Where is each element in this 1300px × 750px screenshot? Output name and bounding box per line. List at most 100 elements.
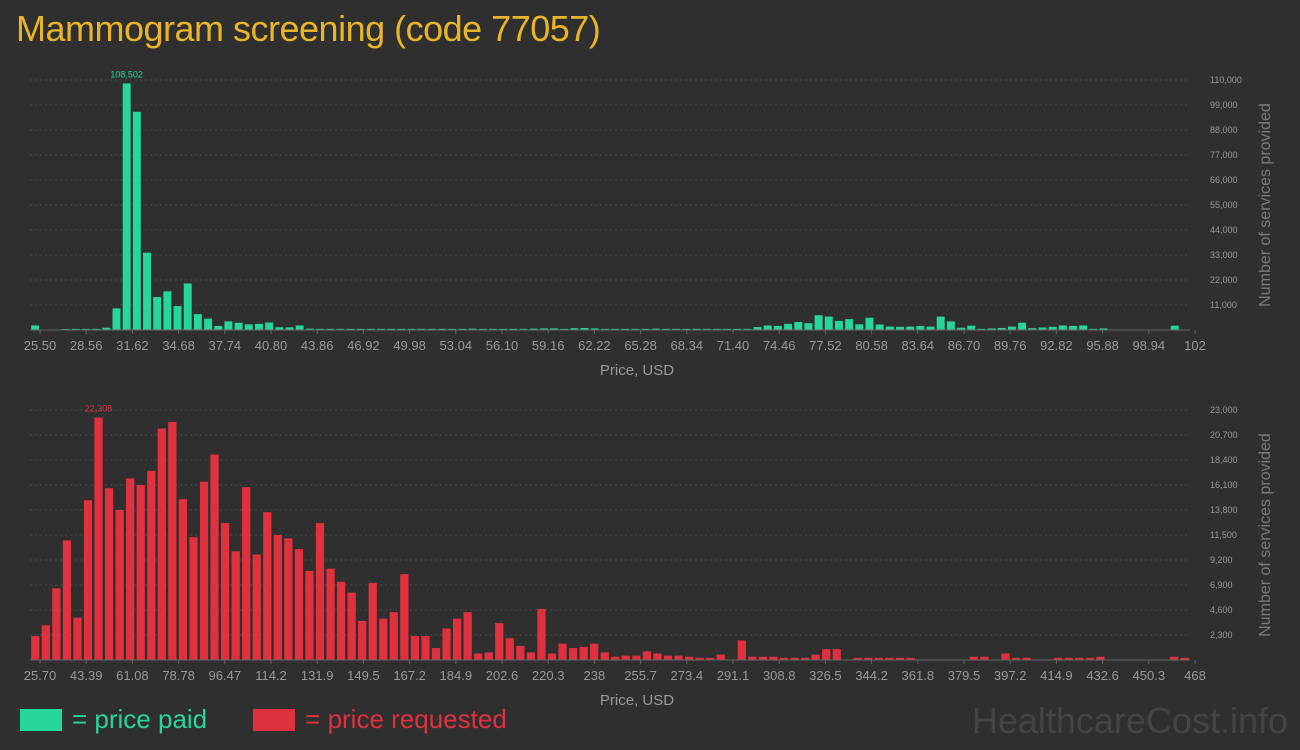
x-tick-label: 149.5 bbox=[347, 668, 380, 683]
price-paid-chart: 11,000 22,000 33,000 44,000 55,000 66,000 77,0… bbox=[24, 69, 1274, 379]
bar bbox=[1075, 657, 1084, 660]
bar bbox=[220, 523, 230, 660]
x-tick-label: 31.62 bbox=[116, 338, 149, 353]
x-tick-label: 37.74 bbox=[209, 338, 242, 353]
bar bbox=[748, 656, 757, 660]
x-tick-label: 414.9 bbox=[1040, 668, 1073, 683]
y-tick-label: 11,500 bbox=[1210, 530, 1237, 540]
bar bbox=[814, 315, 823, 330]
bar bbox=[621, 328, 630, 330]
bar bbox=[244, 324, 253, 330]
bar bbox=[214, 325, 223, 330]
y-tick-label: 9,200 bbox=[1210, 555, 1233, 565]
y-tick-label: 13,800 bbox=[1210, 505, 1238, 515]
bar bbox=[242, 487, 251, 660]
bar bbox=[916, 325, 925, 330]
x-tick-label: 86.70 bbox=[948, 338, 981, 353]
bar bbox=[136, 485, 145, 660]
bar bbox=[234, 322, 243, 330]
x-tick-label: 53.04 bbox=[440, 338, 473, 353]
bar bbox=[112, 308, 121, 330]
bar bbox=[284, 538, 293, 660]
bar bbox=[410, 636, 420, 660]
x-tick-label: 273.4 bbox=[671, 668, 704, 683]
bar bbox=[980, 656, 989, 660]
x-tick-label: 71.40 bbox=[717, 338, 750, 353]
y-tick-label: 20,700 bbox=[1210, 430, 1238, 440]
bar bbox=[41, 625, 50, 660]
bar bbox=[199, 481, 209, 660]
bar bbox=[438, 328, 447, 330]
y-tick-label: 4,600 bbox=[1210, 605, 1233, 615]
bar bbox=[484, 652, 493, 660]
bar bbox=[642, 651, 652, 660]
legend-label-paid: = price paid bbox=[72, 704, 208, 734]
y-tick-label: 6,900 bbox=[1210, 580, 1233, 590]
bar bbox=[632, 655, 641, 660]
bar bbox=[126, 478, 135, 660]
y-tick-label: 88,000 bbox=[1210, 125, 1238, 135]
x-tick-label: 184.9 bbox=[440, 668, 473, 683]
x-tick-label: 25.70 bbox=[24, 668, 57, 683]
bar bbox=[252, 554, 261, 660]
bar bbox=[458, 328, 467, 330]
bar bbox=[387, 328, 396, 330]
bar bbox=[906, 657, 915, 660]
bar bbox=[346, 328, 355, 330]
x-tick-label: 102 bbox=[1184, 338, 1206, 353]
bar bbox=[62, 540, 72, 660]
x-tick-label: 220.3 bbox=[532, 668, 565, 683]
bar bbox=[1170, 656, 1179, 660]
bar bbox=[368, 582, 377, 660]
bar bbox=[495, 623, 504, 660]
bar bbox=[478, 328, 487, 330]
bar bbox=[865, 317, 874, 330]
bar bbox=[1018, 322, 1027, 330]
y-axis-title: Number of services provided bbox=[1257, 433, 1274, 637]
bar bbox=[753, 327, 762, 330]
bar bbox=[1079, 325, 1088, 330]
bar bbox=[926, 326, 935, 330]
bar bbox=[400, 574, 409, 660]
x-tick-label: 379.5 bbox=[948, 668, 981, 683]
bar bbox=[641, 328, 650, 330]
bar bbox=[81, 328, 90, 330]
bar bbox=[853, 657, 862, 660]
bar bbox=[763, 325, 772, 330]
bar bbox=[468, 328, 477, 330]
bar bbox=[52, 588, 61, 660]
bar bbox=[358, 620, 367, 660]
bar bbox=[71, 328, 80, 330]
bar bbox=[1085, 657, 1094, 660]
peak-data-label: 22,308 bbox=[85, 404, 113, 414]
bar bbox=[204, 318, 213, 330]
bar bbox=[1048, 326, 1057, 330]
bar bbox=[1058, 325, 1067, 330]
bar bbox=[1096, 656, 1105, 660]
y-tick-label: 55,000 bbox=[1210, 200, 1238, 210]
y-tick-label: 11,000 bbox=[1210, 300, 1237, 310]
bar bbox=[695, 657, 704, 660]
bar bbox=[132, 111, 141, 330]
bar bbox=[804, 323, 813, 330]
y-tick-label: 110,000 bbox=[1210, 75, 1242, 85]
bar bbox=[600, 652, 609, 660]
x-tick-label: 432.6 bbox=[1086, 668, 1119, 683]
bar bbox=[193, 314, 202, 330]
bar bbox=[189, 537, 198, 660]
price-requested-chart: 2,300 4,600 6,900 9,200 11,500 13,800 16,100 18… bbox=[24, 404, 1274, 709]
x-tick-label: 40.80 bbox=[255, 338, 288, 353]
peak-data-label: 108,502 bbox=[110, 69, 143, 79]
bar bbox=[834, 320, 843, 330]
x-tick-label: 468 bbox=[1184, 668, 1206, 683]
x-axis-title: Price, USD bbox=[600, 362, 674, 379]
bar bbox=[906, 326, 915, 330]
bar bbox=[389, 612, 398, 660]
bar bbox=[855, 324, 864, 330]
bar bbox=[590, 328, 599, 330]
bar bbox=[779, 657, 789, 660]
x-tick-label: 83.64 bbox=[902, 338, 935, 353]
bar bbox=[224, 321, 233, 330]
y-tick-label: 2,300 bbox=[1210, 630, 1233, 640]
bar bbox=[832, 649, 841, 660]
